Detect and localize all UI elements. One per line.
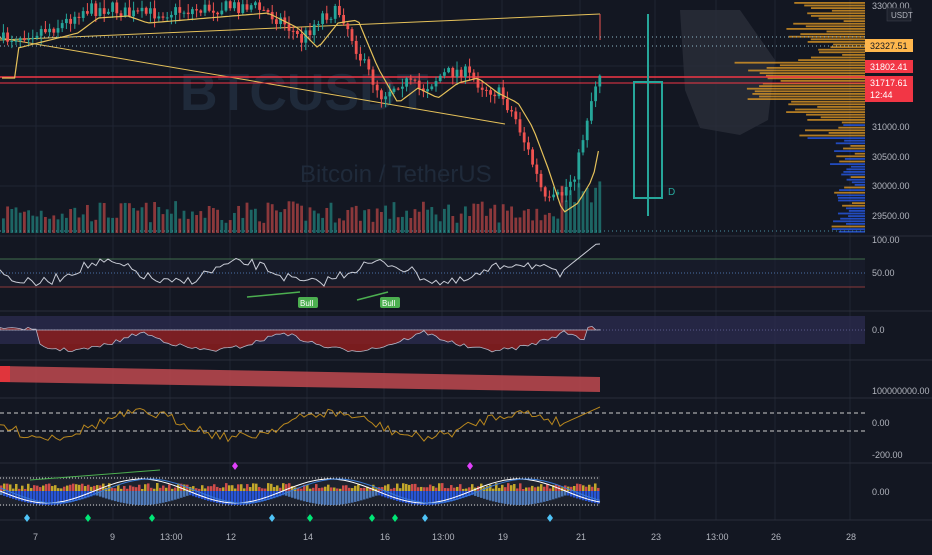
momentum-tick-0: 0.00 <box>872 418 890 428</box>
current-price-badge <box>865 60 913 73</box>
momentum-pane[interactable] <box>0 406 865 443</box>
bull-label-2: Bull <box>382 299 396 308</box>
oscillator-area <box>0 325 601 353</box>
bull-divergence-2 <box>356 291 389 301</box>
price-axis[interactable]: 33000.00 USDT 32327.51 31802.41 31717.61… <box>865 1 913 221</box>
time-label: 21 <box>576 532 586 542</box>
trendline-upper <box>0 13 601 41</box>
time-label: 26 <box>771 532 781 542</box>
time-label: 19 <box>498 532 508 542</box>
wave-trend-pane[interactable] <box>0 462 601 522</box>
oscillator-pane[interactable] <box>0 316 865 353</box>
rsi-tick-50: 50.00 <box>872 268 895 278</box>
bull-divergence-1 <box>246 291 301 298</box>
price-tick-31000: 31000.00 <box>872 122 910 132</box>
time-label: 14 <box>303 532 313 542</box>
current-price-label: 31802.41 <box>870 62 908 72</box>
band-tick: 100000000.00 <box>872 386 930 396</box>
time-axis[interactable]: 7 9 13:00 12 14 16 13:00 19 21 23 13:00 … <box>33 532 856 542</box>
rsi-tick-100: 100.00 <box>872 235 900 245</box>
time-label: 13:00 <box>432 532 455 542</box>
time-label: 16 <box>380 532 390 542</box>
time-label: 9 <box>110 532 115 542</box>
volume-profile <box>734 2 865 233</box>
bull-label-1: Bull <box>300 299 314 308</box>
time-label: 12 <box>226 532 236 542</box>
momentum-tick-200: -200.00 <box>872 450 903 460</box>
watermark-symbol: BTCUSDT <box>180 64 429 122</box>
currency-label: USDT <box>891 11 913 20</box>
rsi-pane[interactable]: Bull Bull <box>0 243 865 308</box>
currency-box <box>886 7 912 22</box>
pane-separators <box>0 235 932 521</box>
time-label: 13:00 <box>160 532 183 542</box>
high-price-badge <box>865 39 913 52</box>
watermark-pair: Bitcoin / TetherUS <box>300 161 492 188</box>
current-price-badge-2 <box>865 76 913 102</box>
price-tick-29500: 29500.00 <box>872 211 910 221</box>
time-label: 28 <box>846 532 856 542</box>
countdown-label: 12:44 <box>870 90 893 100</box>
price-tick-30000: 30000.00 <box>872 181 910 191</box>
bull-badge-2 <box>380 297 400 308</box>
rsi-line <box>0 243 601 287</box>
price-tick-30500: 30500.00 <box>872 152 910 162</box>
time-label: 23 <box>651 532 661 542</box>
watermark-shape <box>680 10 775 135</box>
daily-candle[interactable] <box>633 14 663 216</box>
volume-bars <box>2 181 602 233</box>
candles <box>2 0 602 203</box>
osc-tick-0: 0.0 <box>872 325 885 335</box>
trendline-lower <box>0 37 506 125</box>
daily-candle-label: D <box>668 187 675 198</box>
momentum-line <box>0 406 601 443</box>
high-price-label: 32327.51 <box>870 41 908 51</box>
current-price-label-2: 31717.61 <box>870 78 908 88</box>
moving-average-line <box>2 12 599 213</box>
wave-tick-0: 0.00 <box>872 487 890 497</box>
bull-badge-1 <box>298 297 318 308</box>
time-label: 7 <box>33 532 38 542</box>
time-label: 13:00 <box>706 532 729 542</box>
price-tick-33000: 33000.00 <box>872 1 910 11</box>
volume-band-pane[interactable] <box>0 366 600 392</box>
